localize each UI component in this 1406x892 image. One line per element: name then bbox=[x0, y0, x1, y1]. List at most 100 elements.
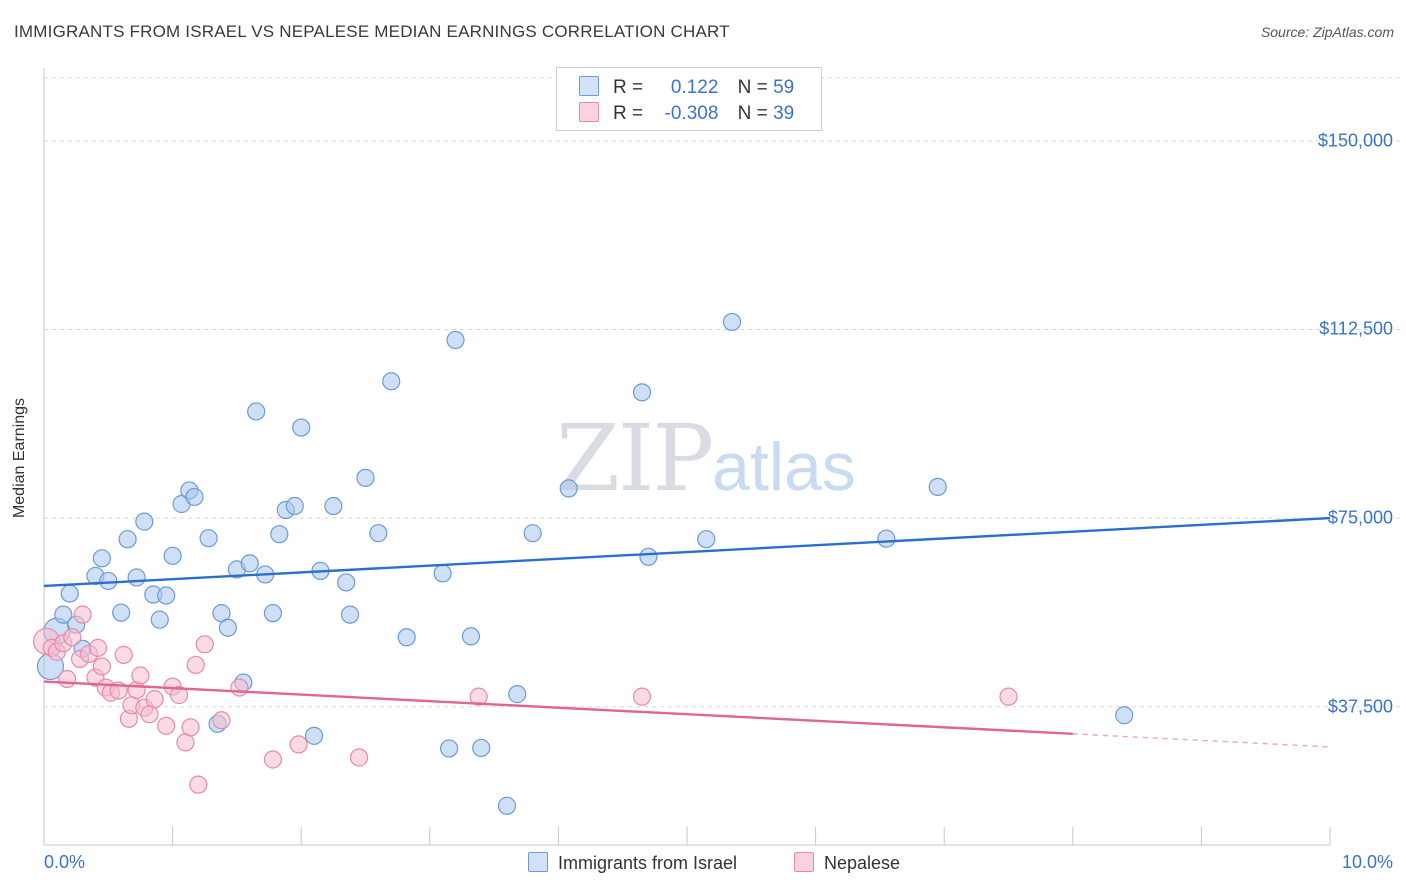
israel-point bbox=[292, 418, 311, 437]
y-tick-label: $150,000 bbox=[1317, 130, 1393, 151]
israel-point bbox=[218, 618, 237, 637]
israel-point bbox=[270, 525, 289, 544]
nepalese-point bbox=[469, 687, 488, 706]
israel-point bbox=[54, 605, 73, 624]
series-swatch-nepalese bbox=[794, 852, 814, 872]
legend-r-label: R = bbox=[613, 103, 644, 124]
nepalese-point bbox=[349, 748, 369, 767]
israel-point bbox=[523, 524, 542, 543]
nepalese-point bbox=[212, 711, 231, 730]
israel-point bbox=[722, 312, 742, 332]
israel-point bbox=[263, 604, 283, 623]
israel-point bbox=[382, 372, 401, 391]
nepalese-point bbox=[176, 733, 195, 752]
israel-point bbox=[697, 530, 716, 549]
source-label: Source: ZipAtlas.com bbox=[1260, 24, 1394, 40]
israel-point bbox=[112, 603, 131, 622]
legend-row-israel: R = 0.122 N = 59 bbox=[579, 76, 794, 100]
series-label-israel: Immigrants from Israel bbox=[558, 853, 738, 873]
israel-point bbox=[472, 738, 491, 758]
y-axis-label: Median Earnings bbox=[11, 397, 28, 519]
nepalese-point bbox=[230, 678, 249, 697]
legend-n-value: 59 bbox=[773, 77, 795, 98]
nepalese-point bbox=[169, 686, 189, 705]
israel-point bbox=[369, 524, 388, 543]
israel-point bbox=[559, 479, 578, 498]
israel-point bbox=[199, 529, 218, 548]
x-tick-label-min: 0.0% bbox=[44, 852, 86, 872]
nepalese-point bbox=[263, 750, 283, 769]
legend-r-value: 0.122 bbox=[670, 77, 719, 98]
y-tick-label: $37,500 bbox=[1327, 696, 1393, 717]
nepalese-point bbox=[114, 645, 133, 664]
legend-r-label: R = bbox=[613, 77, 644, 98]
nepalese-point bbox=[189, 775, 208, 794]
series-legend-nepalese: Nepalese bbox=[794, 852, 900, 874]
y-tick-label: $112,500 bbox=[1319, 318, 1393, 339]
nepalese-point bbox=[63, 628, 82, 647]
watermark-zip: ZIP bbox=[556, 405, 714, 512]
nepalese-point bbox=[92, 657, 111, 676]
israel-point bbox=[928, 477, 947, 496]
nepalese-point bbox=[88, 638, 108, 657]
israel-point bbox=[397, 628, 416, 647]
legend-swatch-nepalese bbox=[579, 102, 599, 122]
israel-point bbox=[150, 610, 169, 629]
watermark: ZIPatlas bbox=[556, 405, 856, 512]
legend-n-label: N = bbox=[737, 103, 768, 124]
israel-point bbox=[185, 487, 204, 507]
legend-n-value: 39 bbox=[773, 103, 795, 124]
nepalese-trend-extension bbox=[1072, 733, 1331, 748]
israel-point bbox=[340, 605, 360, 624]
israel-point bbox=[446, 330, 465, 350]
nepalese-point bbox=[73, 605, 92, 624]
series-swatch-israel bbox=[528, 852, 548, 872]
legend-row-nepalese: R = -0.308 N = 39 bbox=[579, 102, 794, 126]
israel-point bbox=[60, 584, 79, 603]
israel-point bbox=[508, 685, 527, 704]
israel-point bbox=[324, 496, 343, 516]
nepalese-point bbox=[195, 635, 214, 654]
nepalese-point bbox=[289, 735, 308, 754]
nepalese-trend-line bbox=[43, 680, 1073, 736]
israel-point bbox=[135, 512, 154, 531]
legend-swatch-israel bbox=[579, 76, 599, 96]
legend-n-label: N = bbox=[737, 77, 768, 98]
nepalese-point bbox=[131, 666, 150, 685]
correlation-legend: R = 0.122 N = 59 R = -0.308 N = 39 bbox=[556, 67, 822, 131]
nepalese-point bbox=[145, 690, 164, 709]
nepalese-point bbox=[186, 655, 205, 675]
israel-point bbox=[439, 739, 459, 758]
x-tick-label-max: 10.0% bbox=[1341, 852, 1393, 872]
israel-point bbox=[240, 554, 259, 573]
chart-title: IMMIGRANTS FROM ISRAEL VS NEPALESE MEDIA… bbox=[14, 22, 730, 41]
israel-point bbox=[163, 546, 182, 565]
nepalese-point bbox=[157, 716, 176, 735]
israel-point bbox=[433, 564, 452, 583]
israel-point bbox=[304, 726, 324, 745]
nepalese-point bbox=[632, 687, 652, 706]
israel-point bbox=[127, 568, 146, 587]
israel-trend-line bbox=[43, 516, 1331, 588]
nepalese-point bbox=[181, 718, 200, 737]
series-label-nepalese: Nepalese bbox=[824, 853, 901, 873]
israel-point bbox=[285, 496, 304, 516]
israel-point bbox=[157, 586, 176, 605]
israel-point bbox=[497, 796, 517, 815]
israel-point bbox=[92, 549, 111, 568]
nepalese-point bbox=[58, 669, 77, 689]
israel-point bbox=[639, 547, 658, 566]
israel-point bbox=[337, 573, 356, 592]
nepalese-point bbox=[999, 687, 1018, 706]
israel-point bbox=[247, 402, 266, 421]
israel-point bbox=[118, 530, 137, 549]
israel-point bbox=[1115, 706, 1134, 725]
israel-point bbox=[356, 468, 375, 487]
israel-point bbox=[632, 383, 652, 402]
y-tick-label: $75,000 bbox=[1327, 507, 1393, 528]
series-legend-israel: Immigrants from Israel bbox=[528, 852, 737, 874]
nepalese-point bbox=[140, 705, 159, 724]
israel-point bbox=[99, 571, 118, 591]
watermark-atlas: atlas bbox=[712, 429, 856, 505]
